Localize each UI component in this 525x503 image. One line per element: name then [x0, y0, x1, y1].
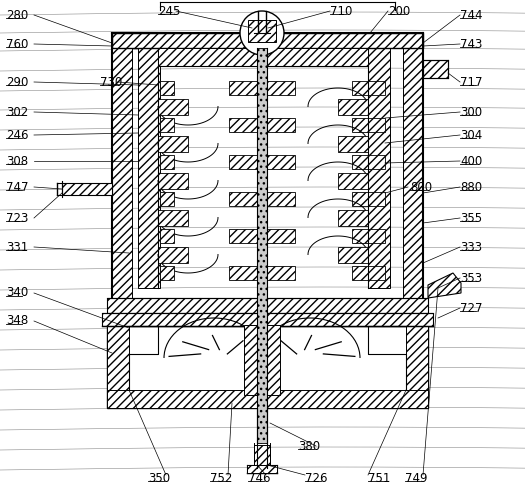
Bar [338, 173, 368, 189]
Text: 730: 730 [100, 75, 122, 89]
Text: 302: 302 [6, 106, 28, 119]
Text: 743: 743 [460, 38, 482, 50]
Bar [406, 326, 428, 408]
Bar [403, 48, 423, 298]
Text: 290: 290 [6, 75, 28, 89]
Bar [229, 192, 257, 206]
Bar [229, 118, 257, 132]
Bar [112, 48, 423, 328]
Bar [244, 325, 280, 395]
Bar [248, 20, 276, 42]
Text: 747: 747 [6, 181, 28, 194]
Text: 280: 280 [6, 9, 28, 22]
Bar [368, 48, 390, 288]
Bar [267, 155, 295, 169]
Text: 726: 726 [305, 471, 328, 484]
Circle shape [240, 11, 284, 55]
Text: 746: 746 [248, 471, 270, 484]
Bar [158, 210, 188, 226]
Text: 880: 880 [460, 181, 482, 194]
Text: 717: 717 [460, 75, 482, 89]
Bar [338, 210, 368, 226]
Bar [267, 118, 295, 132]
Text: 727: 727 [460, 301, 482, 314]
Bar [352, 192, 385, 206]
Bar [267, 81, 295, 95]
Text: 246: 246 [6, 128, 28, 141]
Bar [352, 155, 385, 169]
Bar [352, 81, 385, 95]
Bar [160, 266, 174, 280]
Text: 380: 380 [298, 440, 320, 453]
Text: 333: 333 [460, 240, 482, 254]
Bar [229, 155, 257, 169]
Text: 749: 749 [405, 471, 427, 484]
Text: 350: 350 [148, 471, 170, 484]
Bar [112, 33, 423, 48]
Text: 723: 723 [6, 211, 28, 224]
Text: 308: 308 [6, 154, 28, 167]
Bar [229, 266, 257, 280]
Bar [112, 48, 132, 298]
Text: 710: 710 [330, 5, 352, 18]
Bar [352, 266, 385, 280]
Bar [107, 298, 428, 313]
Bar [160, 118, 174, 132]
Text: 300: 300 [460, 106, 482, 119]
Text: 200: 200 [388, 5, 410, 18]
Text: 331: 331 [6, 240, 28, 254]
Text: 744: 744 [460, 9, 482, 22]
Bar [107, 390, 428, 408]
Text: 800: 800 [410, 181, 432, 194]
Bar [160, 229, 174, 243]
Bar [229, 229, 257, 243]
Bar [138, 48, 160, 288]
Bar [338, 136, 368, 152]
Bar [267, 192, 295, 206]
Bar [102, 313, 433, 326]
Text: 355: 355 [460, 211, 482, 224]
Bar [158, 173, 188, 189]
Bar [107, 326, 428, 408]
Bar [129, 336, 406, 390]
Text: 340: 340 [6, 287, 28, 299]
Text: 245: 245 [158, 5, 181, 18]
Bar [158, 136, 188, 152]
Bar [254, 445, 270, 465]
Text: 353: 353 [460, 272, 482, 285]
Bar [107, 326, 129, 408]
Bar [158, 247, 188, 263]
Bar [160, 155, 174, 169]
Bar [338, 99, 368, 115]
Bar [423, 60, 448, 78]
Bar [247, 465, 277, 473]
Bar [352, 229, 385, 243]
Bar [160, 81, 174, 95]
Bar [257, 48, 267, 443]
Bar [229, 81, 257, 95]
Text: 400: 400 [460, 154, 482, 167]
Text: 760: 760 [6, 38, 28, 50]
Bar [62, 183, 112, 195]
Bar [158, 48, 368, 66]
Text: 752: 752 [210, 471, 233, 484]
Bar [267, 229, 295, 243]
Bar [267, 266, 295, 280]
Bar [338, 247, 368, 263]
Polygon shape [428, 273, 461, 298]
Text: 348: 348 [6, 314, 28, 327]
Bar [352, 118, 385, 132]
Bar [160, 192, 174, 206]
Text: 304: 304 [460, 128, 482, 141]
Bar [158, 99, 188, 115]
Text: 751: 751 [368, 471, 391, 484]
